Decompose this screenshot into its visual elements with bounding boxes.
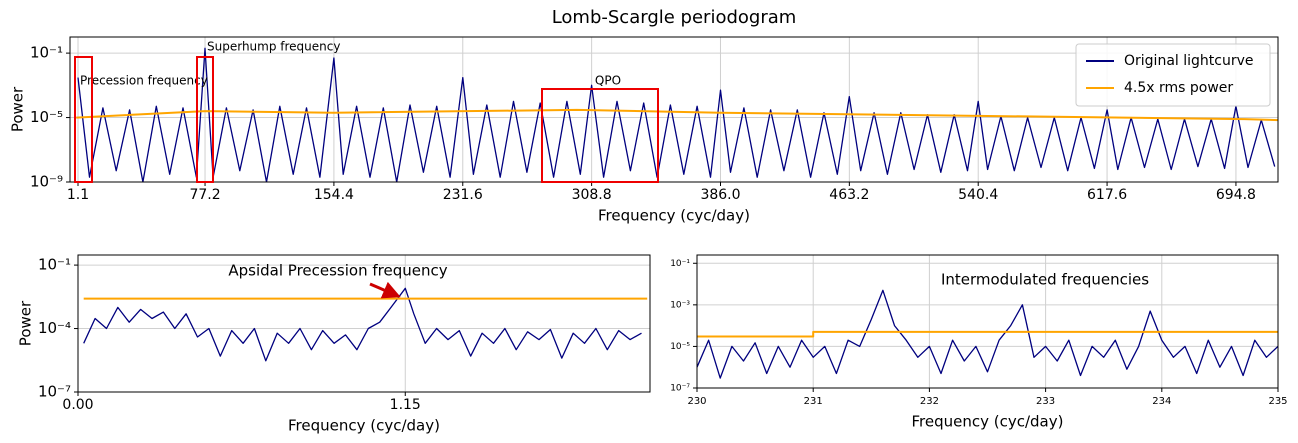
annotation: Apsidal Precession frequency	[228, 262, 447, 280]
annotation: Intermodulated frequencies	[941, 271, 1149, 289]
y-axis-label: Power	[9, 86, 27, 132]
axes-frame	[69, 36, 1279, 183]
x-tick-label: 230	[687, 396, 706, 407]
legend-label: 4.5x rms power	[1124, 80, 1233, 96]
axes-frame	[77, 254, 651, 393]
x-tick-label: 232	[920, 396, 939, 407]
y-tick-label: 10⁻⁴	[38, 319, 71, 337]
annotation: Superhump frequency	[207, 40, 340, 54]
annotation: QPO	[595, 74, 621, 88]
x-tick-label: 617.6	[1087, 187, 1127, 203]
series-line	[83, 287, 642, 362]
x-tick-label: 154.4	[314, 187, 354, 203]
annotation: Precession frequency	[80, 74, 208, 88]
y-tick-label: 10⁻⁷	[670, 384, 690, 394]
highlight-box	[74, 56, 93, 183]
x-tick-label: 694.8	[1216, 187, 1256, 203]
y-tick-label: 10⁻¹	[670, 259, 690, 269]
highlight-box	[196, 56, 214, 183]
x-tick-label: 77.2	[189, 187, 220, 203]
series-line	[697, 289, 1278, 379]
highlight-box	[541, 88, 659, 183]
x-tick-label: 235	[1268, 396, 1287, 407]
axes-frame	[696, 254, 1279, 389]
legend-frame	[1075, 43, 1271, 107]
y-axis-label: Power	[17, 300, 35, 346]
x-tick-label: 1.1	[67, 187, 89, 203]
arrow	[369, 281, 401, 299]
series-line	[697, 330, 1278, 338]
x-tick-label: 1.15	[390, 397, 421, 413]
y-tick-label: 10⁻¹	[30, 44, 63, 62]
x-tick-label: 386.0	[700, 187, 740, 203]
x-axis-label: Frequency (cyc/day)	[598, 207, 750, 225]
y-tick-label: 10⁻⁵	[30, 108, 63, 126]
y-tick-label: 10⁻⁵	[670, 342, 690, 352]
x-axis-label: Frequency (cyc/day)	[912, 413, 1064, 431]
x-tick-label: 233	[1036, 396, 1055, 407]
x-tick-label: 0.00	[62, 397, 93, 413]
x-tick-label: 308.8	[572, 187, 612, 203]
y-tick-label: 10⁻⁹	[30, 173, 63, 191]
series-line	[76, 108, 1278, 122]
chart-title: Lomb-Scargle periodogram	[552, 7, 797, 28]
x-tick-label: 231	[804, 396, 823, 407]
x-tick-label: 540.4	[958, 187, 998, 203]
y-tick-label: 10⁻¹	[38, 256, 71, 274]
y-tick-label: 10⁻⁷	[38, 383, 71, 401]
x-tick-label: 231.6	[443, 187, 483, 203]
y-tick-label: 10⁻³	[670, 300, 690, 310]
series-line	[77, 47, 1276, 182]
x-tick-label: 463.2	[829, 187, 869, 203]
legend-label: Original lightcurve	[1124, 53, 1254, 69]
x-tick-label: 234	[1152, 396, 1171, 407]
x-axis-label: Frequency (cyc/day)	[288, 417, 440, 435]
